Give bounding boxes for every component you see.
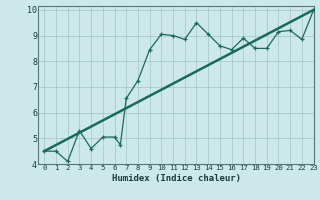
X-axis label: Humidex (Indice chaleur): Humidex (Indice chaleur) bbox=[111, 174, 241, 183]
